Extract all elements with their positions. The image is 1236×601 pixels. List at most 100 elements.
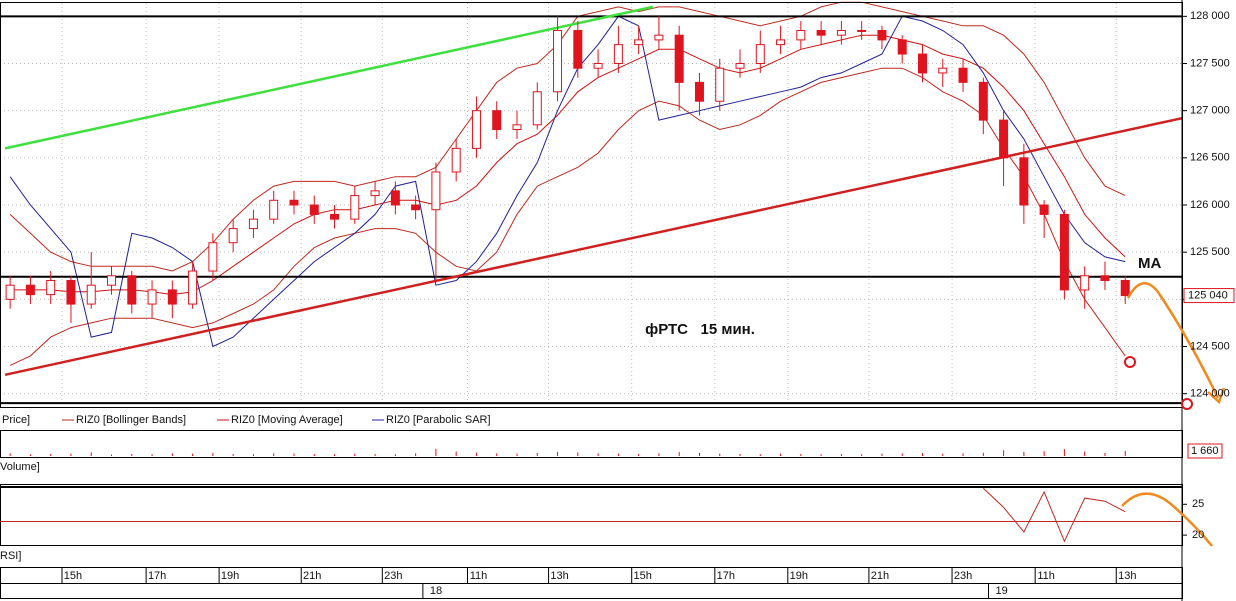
candle-body <box>917 53 927 74</box>
candle-body <box>1059 213 1069 291</box>
volume-title: Volume] <box>0 461 40 473</box>
candle-body <box>958 67 968 83</box>
candle-body <box>978 81 988 121</box>
candle-body <box>208 242 218 272</box>
target-circle <box>1181 398 1193 410</box>
candle-body <box>674 34 684 83</box>
y-tick-label: 128 000 <box>1190 10 1230 22</box>
time-tick-label: 15h <box>64 570 82 582</box>
candle-body <box>370 190 380 197</box>
last-price-box <box>1183 288 1235 304</box>
trend-line <box>4 116 1183 377</box>
candle-body <box>613 44 623 64</box>
rsi-line <box>982 487 1126 543</box>
candle-body <box>431 171 441 211</box>
candle-body <box>836 29 846 36</box>
rsi-title: RSI] <box>0 550 21 562</box>
candle-body <box>796 29 806 41</box>
y-tick-label: 127 500 <box>1190 57 1230 69</box>
legend-label: RIZ0 [Bollinger Bands] <box>76 414 186 426</box>
price-panel <box>0 1 1183 405</box>
candle-body <box>471 110 481 149</box>
trend-line <box>4 5 654 150</box>
candle-body <box>167 289 177 305</box>
candle-body <box>512 124 522 131</box>
candle-body <box>857 29 867 32</box>
date-label: 18 <box>430 585 442 597</box>
candle-body <box>532 91 542 126</box>
candle-body <box>228 228 238 244</box>
candle-body <box>411 204 421 211</box>
rsi-forecast <box>1121 492 1213 547</box>
candle-body <box>715 67 725 102</box>
time-tick-label: 19h <box>790 570 808 582</box>
y-tick-label: 125 500 <box>1190 246 1230 258</box>
time-tick-label: 21h <box>303 570 321 582</box>
candle-body <box>1019 157 1029 206</box>
candle-body <box>390 190 400 206</box>
y-tick-label: 126 000 <box>1190 199 1230 211</box>
candle-body <box>776 39 786 46</box>
date-label: 19 <box>996 585 1008 597</box>
grid <box>0 3 1182 407</box>
time-tick-label: 13h <box>1118 570 1136 582</box>
candle-body <box>999 119 1009 159</box>
candle-body <box>5 284 15 300</box>
time-tick-label: 13h <box>550 570 568 582</box>
candle-body <box>330 213 340 220</box>
candle-body <box>66 279 76 305</box>
candle-body <box>654 34 664 41</box>
candle-body <box>735 62 745 69</box>
candle-body <box>573 29 583 69</box>
candle-body <box>634 39 644 46</box>
time-tick-label: 23h <box>954 570 972 582</box>
time-tick-label: 17h <box>717 570 735 582</box>
legend-price: Price] <box>2 414 30 426</box>
volume-last-box <box>1187 443 1223 459</box>
candle-body <box>553 29 563 93</box>
time-tick-label: 11h <box>1037 570 1055 582</box>
time-tick-label: 15h <box>634 570 652 582</box>
forecast-arrow <box>1126 282 1220 399</box>
last-price-label: 125 040 <box>1188 289 1228 301</box>
candle-body <box>309 204 319 215</box>
candle-body <box>289 199 299 206</box>
candle-body <box>147 289 157 305</box>
volume-last-label: 1 660 <box>1191 445 1219 457</box>
target-circle <box>1124 356 1136 368</box>
y-tick-label: 127 000 <box>1190 105 1230 117</box>
candle-body <box>188 270 198 305</box>
candle-body <box>25 284 35 296</box>
time-tick-label: 11h <box>470 570 488 582</box>
candle-body <box>755 44 765 64</box>
legend-label: RIZ0 [Parabolic SAR] <box>386 414 491 426</box>
rsi-tick-label: 25 <box>1192 498 1204 510</box>
candle-body <box>1120 279 1130 297</box>
indicator-bollinger-lower <box>9 67 1126 366</box>
y-tick-label: 124 000 <box>1190 388 1230 400</box>
candle-body <box>492 110 502 131</box>
candle-body <box>269 199 279 220</box>
candle-body <box>86 284 96 305</box>
candle-body <box>248 218 258 230</box>
y-tick-label: 124 500 <box>1190 340 1230 352</box>
indicator-bollinger-upper <box>9 1 1126 272</box>
ma-label: MA <box>1138 255 1161 272</box>
chart-annotation: фРТС 15 мин. <box>645 321 755 338</box>
candle-body <box>877 29 887 41</box>
candle-body <box>897 39 907 55</box>
volume-frame <box>0 430 1183 458</box>
candle-body <box>350 195 360 220</box>
candle-body <box>816 29 826 36</box>
candle-body <box>938 67 948 74</box>
candle-body <box>107 275 117 286</box>
time-tick-label: 23h <box>384 570 402 582</box>
time-tick-label: 19h <box>221 570 239 582</box>
candle-body <box>1100 275 1110 281</box>
time-tick-label: 17h <box>148 570 166 582</box>
candle-body <box>451 147 461 173</box>
rsi-tick-label: 20 <box>1192 529 1204 541</box>
